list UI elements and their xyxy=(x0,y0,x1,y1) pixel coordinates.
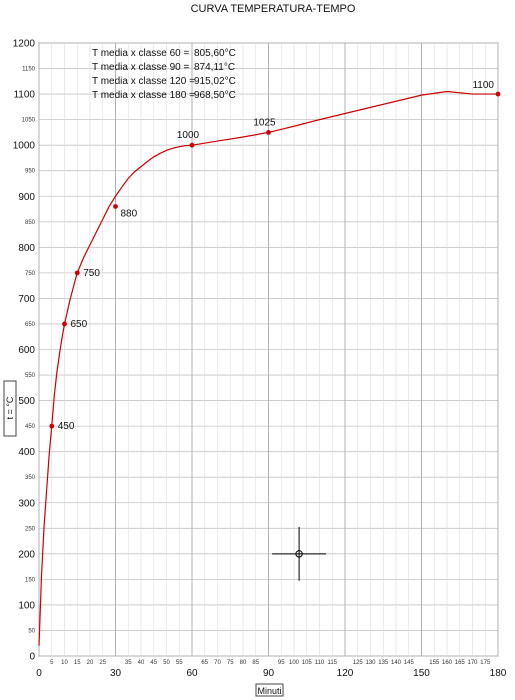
x-minor-tick-label: 20 xyxy=(87,660,94,666)
x-minor-tick-label: 125 xyxy=(353,660,364,666)
x-major-tick-label: 180 xyxy=(490,668,507,679)
x-minor-tick-label: 80 xyxy=(240,660,247,666)
x-minor-tick-label: 165 xyxy=(455,660,466,666)
legend-label: T media x classe 60 = xyxy=(92,48,190,59)
legend-label: T media x classe 120 = xyxy=(92,76,195,87)
y-tick-label: 800 xyxy=(18,243,35,254)
x-minor-tick-label: 95 xyxy=(278,660,285,666)
data-point xyxy=(62,321,67,327)
x-minor-tick-label: 140 xyxy=(391,660,402,666)
x-major-tick-label: 120 xyxy=(337,668,354,679)
x-axis-label-box xyxy=(255,683,284,697)
y-tick-label: 1000 xyxy=(13,141,36,152)
x-minor-tick-label: 160 xyxy=(442,660,453,666)
y-axis-label: t = °C xyxy=(5,396,15,419)
y-axis-label-box xyxy=(3,380,17,437)
x-major-tick-label: 60 xyxy=(186,668,198,679)
y-tick-label: 950 xyxy=(25,169,36,175)
data-label: 450 xyxy=(58,421,75,432)
legend-label: T media x classe 90 = xyxy=(92,62,190,73)
x-minor-tick-label: 145 xyxy=(404,660,415,666)
y-tick-label: 850 xyxy=(25,220,36,226)
x-minor-tick-label: 135 xyxy=(378,660,389,666)
data-labels: 450 650 750 880 1000 1025 1100 xyxy=(58,80,495,432)
y-tick-label: 700 xyxy=(18,294,35,305)
crosshair-cursor[interactable] xyxy=(272,526,327,581)
x-minor-tick-label: 155 xyxy=(429,660,440,666)
crosshair-ring xyxy=(295,550,303,558)
data-label: 1100 xyxy=(472,80,494,91)
data-label: 1000 xyxy=(177,130,200,141)
y-tick-label: 1200 xyxy=(13,39,36,50)
x-minor-tick-label: 70 xyxy=(214,660,221,666)
data-point xyxy=(266,129,271,135)
y-tick-label: 1150 xyxy=(22,67,36,73)
x-minor-tick-label: 75 xyxy=(227,660,234,666)
data-label: 750 xyxy=(83,268,100,279)
x-minor-tick-label: 115 xyxy=(327,660,337,666)
x-minor-tick-label: 85 xyxy=(252,660,259,666)
y-tick-label: 200 xyxy=(18,549,35,560)
x-minor-tick-label: 100 xyxy=(289,660,300,666)
data-label: 880 xyxy=(121,208,138,219)
y-tick-label: 550 xyxy=(25,373,36,379)
x-minor-tick-label: 130 xyxy=(365,660,376,666)
x-minor-tick-label: 45 xyxy=(150,660,157,666)
legend-value: 915,02°C xyxy=(194,76,236,87)
x-minor-tick-label: 170 xyxy=(467,660,478,666)
series-layer xyxy=(38,90,501,646)
y-tick-label: 350 xyxy=(25,475,36,481)
y-tick-label: 100 xyxy=(18,600,35,611)
y-tick-label: 1050 xyxy=(22,118,36,124)
y-tick-label: 250 xyxy=(25,526,36,532)
y-tick-label: 400 xyxy=(18,447,35,458)
x-minor-tick-label: 10 xyxy=(61,660,68,666)
axis-ticks: 0501001502002503003504004505005506006507… xyxy=(13,39,507,680)
x-minor-tick-label: 55 xyxy=(176,660,183,666)
data-point xyxy=(495,91,501,97)
grid xyxy=(38,42,499,657)
data-label: 1025 xyxy=(253,117,276,128)
legend-value: 968,50°C xyxy=(194,90,236,101)
y-tick-label: 750 xyxy=(25,271,36,277)
y-tick-label: 500 xyxy=(18,396,35,407)
x-major-tick-label: 0 xyxy=(36,668,42,679)
x-minor-tick-label: 65 xyxy=(201,660,208,666)
chart-title: CURVA TEMPERATURA-TEMPO xyxy=(191,3,356,15)
x-minor-tick-label: 15 xyxy=(74,660,81,666)
y-tick-label: 1100 xyxy=(13,90,35,101)
x-minor-tick-label: 5 xyxy=(50,660,54,666)
legend-value: 805,60°C xyxy=(194,48,236,59)
data-point xyxy=(74,270,80,276)
x-major-tick-label: 150 xyxy=(413,668,430,679)
y-tick-label: 0 xyxy=(29,652,35,663)
data-point xyxy=(49,423,55,429)
x-major-tick-label: 90 xyxy=(263,668,275,679)
y-tick-label: 600 xyxy=(18,345,35,356)
x-minor-tick-label: 25 xyxy=(99,660,106,666)
x-minor-tick-label: 40 xyxy=(138,660,145,666)
data-point xyxy=(113,204,118,209)
x-minor-tick-label: 110 xyxy=(315,660,325,666)
legend: T media x classe 60 = 805,60°C T media x c… xyxy=(92,48,236,101)
data-point xyxy=(189,142,195,148)
legend-label: T media x classe 180 = xyxy=(92,90,195,101)
data-label: 650 xyxy=(71,319,88,330)
x-axis-label: Minuti xyxy=(257,686,281,696)
y-tick-label: 150 xyxy=(25,577,36,583)
x-minor-tick-label: 50 xyxy=(163,660,170,666)
y-tick-label: 650 xyxy=(25,322,36,328)
x-minor-tick-label: 175 xyxy=(480,660,491,666)
series-line xyxy=(38,90,498,646)
x-minor-tick-label: 35 xyxy=(125,660,132,666)
y-tick-label: 450 xyxy=(25,424,36,430)
axis-titles: t = °C Minuti xyxy=(3,380,284,697)
y-tick-label: 300 xyxy=(18,498,35,509)
legend-value: 874,11°C xyxy=(194,62,235,73)
x-major-tick-label: 30 xyxy=(110,668,122,679)
x-minor-tick-label: 105 xyxy=(302,660,313,666)
y-tick-label: 50 xyxy=(28,628,35,634)
y-tick-label: 900 xyxy=(18,192,35,203)
